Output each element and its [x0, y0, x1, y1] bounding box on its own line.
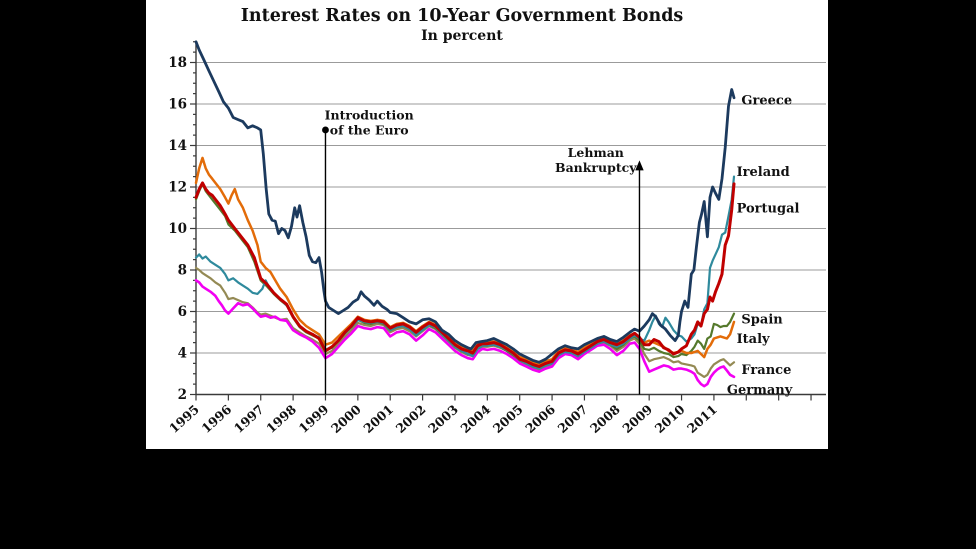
series-label-spain: Spain — [741, 312, 783, 327]
chart-title: Interest Rates on 10-Year Government Bon… — [241, 6, 684, 26]
annotation-text-lehman-bankruptcy-line2: Bankruptcy — [555, 160, 637, 175]
series-line-greece — [194, 40, 736, 364]
series-label-ireland: Ireland — [737, 165, 790, 180]
annotation-text-euro-introduction-line1: Introduction — [325, 108, 414, 123]
y-tick-label-18: 18 — [168, 55, 187, 71]
chart-subtitle: In percent — [421, 28, 503, 44]
y-tick-label-10: 10 — [168, 221, 187, 237]
series-label-italy: Italy — [737, 332, 770, 347]
y-tick-label-12: 12 — [168, 180, 187, 196]
y-tick-label-6: 6 — [178, 304, 187, 320]
gridlines — [196, 62, 826, 354]
series-line-portugal — [194, 181, 736, 368]
annotation-text-euro-introduction-line2: of the Euro — [330, 123, 409, 138]
y-tick-label-14: 14 — [168, 138, 187, 154]
y-tick-label-16: 16 — [168, 97, 187, 113]
series-lines — [194, 40, 736, 388]
series-label-greece: Greece — [741, 93, 792, 108]
annotation-arrow-up-marker — [635, 160, 644, 171]
y-tick-label-4: 4 — [178, 346, 187, 362]
y-tick-label-2: 2 — [178, 387, 187, 403]
series-line-germany — [194, 279, 736, 388]
annotation-dot-marker — [322, 126, 329, 134]
series-label-germany: Germany — [727, 383, 793, 398]
series-labels: France Spain Italy Germany Ireland Portugal Gr… — [727, 93, 800, 397]
series-label-portugal: Portugal — [737, 201, 800, 216]
annotation-text-lehman-bankruptcy-line1: Lehman — [568, 145, 624, 160]
y-tick-label-8: 8 — [178, 263, 187, 279]
series-label-france: France — [741, 363, 791, 378]
